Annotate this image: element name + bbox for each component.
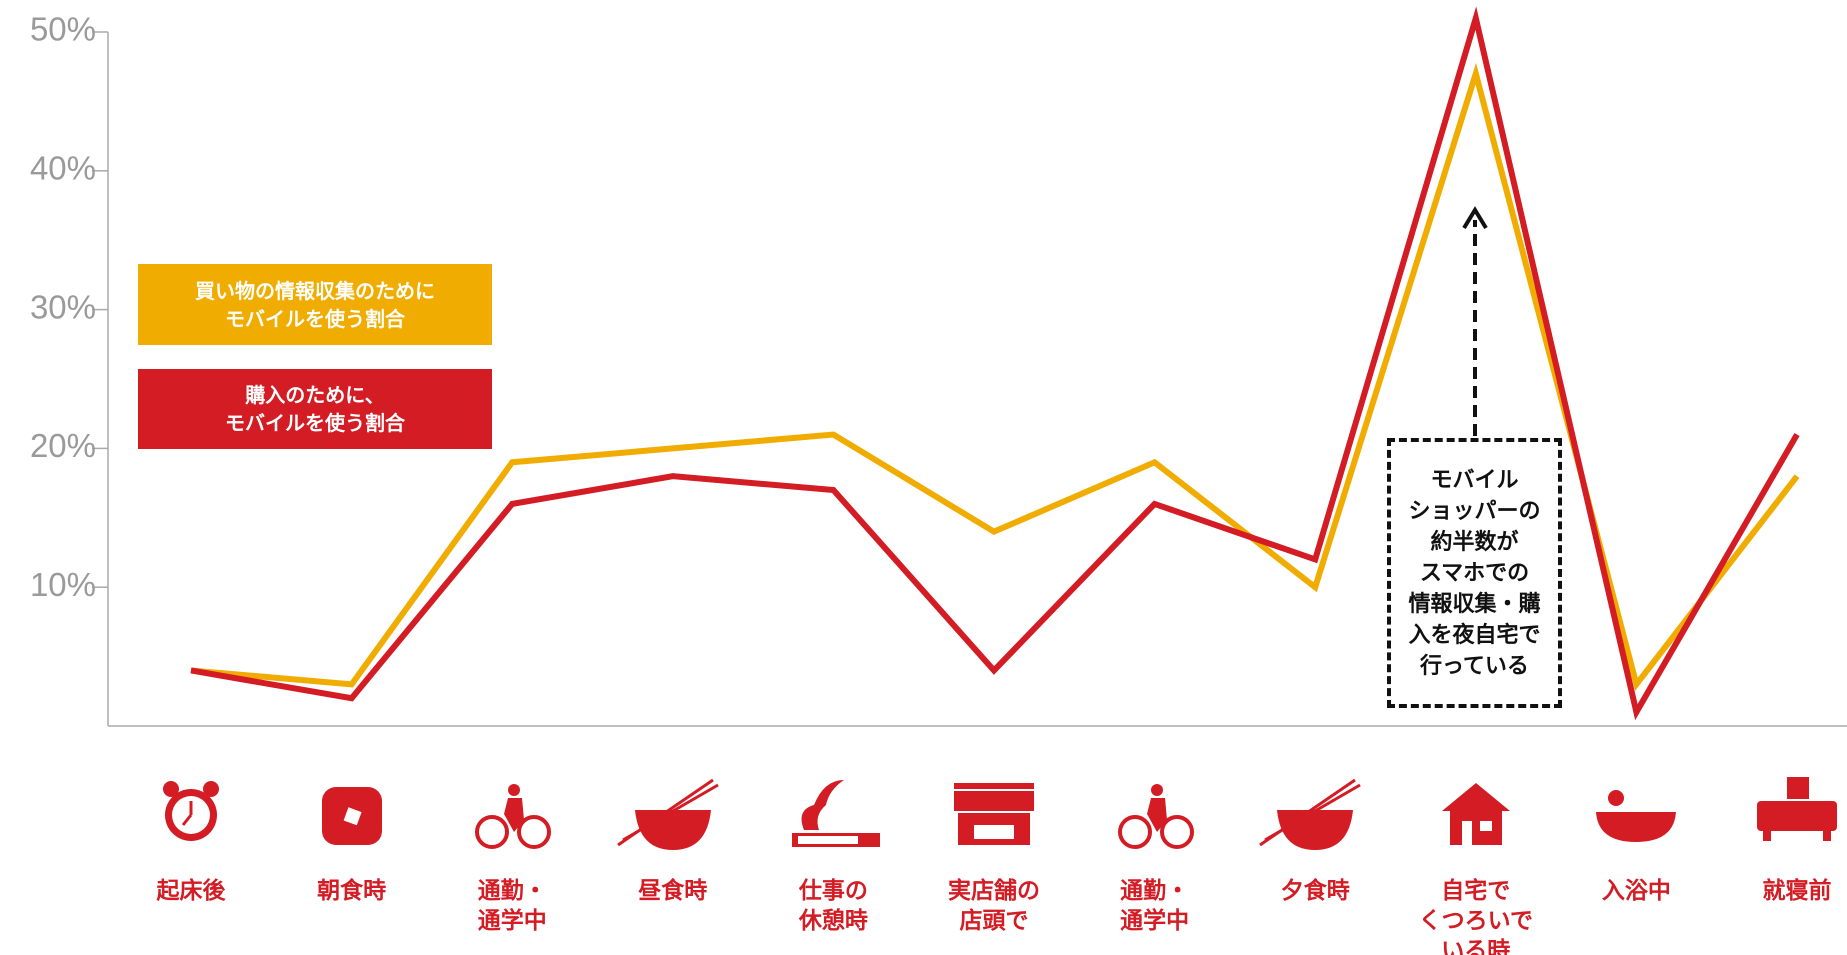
- x-tick-label: 昼食時: [638, 878, 708, 904]
- icon-bowl: [1259, 778, 1361, 850]
- series-line: [190, 6, 1800, 721]
- legend-entry: 購入のために、 モバイルを使う割合: [138, 369, 492, 449]
- y-tick-label: 20%: [30, 427, 96, 464]
- x-tick-label: 入浴中: [1601, 878, 1671, 904]
- icon-house: [1442, 783, 1510, 845]
- y-tick-label: 40%: [30, 150, 96, 187]
- x-tick-label: 朝食時: [317, 878, 387, 904]
- icon-bowl: [617, 778, 719, 850]
- icon-clock: [163, 781, 219, 841]
- x-tick-label: 通勤・ 通学中: [477, 878, 547, 934]
- legend-entry: 買い物の情報収集のために モバイルを使う割合: [138, 264, 492, 345]
- icon-bath: [1596, 790, 1676, 842]
- arrow-head: [1462, 206, 1488, 230]
- series-line: [190, 62, 1800, 692]
- annotation: モバイル ショッパーの 約半数が スマホでの 情報収集・購 入を夜自宅で 行って…: [1387, 438, 1562, 708]
- y-tick-label: 50%: [30, 11, 96, 48]
- x-tick-label: 実店舗の 店頭で: [948, 878, 1040, 934]
- y-tick-label: 30%: [30, 288, 96, 325]
- y-tick-label: 10%: [30, 566, 96, 603]
- x-tick-label: 通勤・ 通学中: [1120, 878, 1190, 934]
- icon-toast: [322, 787, 382, 845]
- x-tick-label: 自宅で くつろいで いる時: [1418, 878, 1533, 955]
- icon-bike: [1118, 784, 1194, 849]
- x-tick-label: 起床後: [156, 878, 226, 904]
- icon-bed: [1757, 777, 1837, 841]
- x-tick-label: 就寝前: [1762, 878, 1832, 904]
- icon-cigarette: [792, 780, 880, 847]
- icons: [163, 777, 1837, 850]
- icon-shop: [954, 783, 1034, 845]
- icon-bike: [475, 784, 551, 849]
- x-tick-label: 仕事の 休憩時: [798, 878, 868, 934]
- x-tick-label: 夕食時: [1280, 878, 1350, 904]
